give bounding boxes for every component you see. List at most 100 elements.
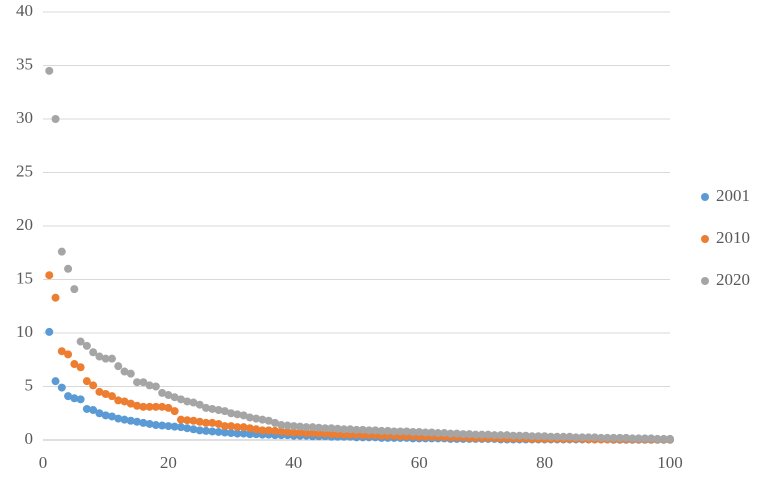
- point: [145, 402, 154, 411]
- point: [239, 429, 248, 438]
- point: [615, 433, 624, 442]
- point: [202, 426, 211, 435]
- point: [546, 432, 555, 441]
- point: [64, 264, 73, 273]
- point: [82, 404, 91, 413]
- point: [371, 426, 380, 435]
- point: [51, 377, 60, 386]
- point: [584, 433, 593, 442]
- legend-label: 2020: [716, 270, 750, 289]
- point: [314, 429, 323, 438]
- point: [590, 433, 599, 442]
- point: [195, 417, 204, 426]
- point: [365, 426, 374, 435]
- point: [502, 431, 511, 440]
- point: [521, 431, 530, 440]
- point: [227, 422, 236, 431]
- point: [70, 285, 79, 294]
- point: [57, 383, 66, 392]
- point: [534, 432, 543, 441]
- point: [308, 429, 317, 438]
- point: [640, 434, 649, 443]
- point: [57, 247, 66, 256]
- point: [220, 407, 229, 416]
- point: [622, 433, 631, 442]
- point: [133, 401, 142, 410]
- point: [107, 392, 116, 401]
- point: [327, 424, 336, 433]
- point: [158, 402, 167, 411]
- point: [126, 399, 135, 408]
- point: [578, 433, 587, 442]
- point: [239, 423, 248, 432]
- point: [446, 429, 455, 438]
- point: [245, 413, 254, 422]
- point: [452, 429, 461, 438]
- point: [89, 348, 98, 357]
- y-tick-label: 25: [16, 161, 33, 180]
- point: [559, 432, 568, 441]
- point: [528, 432, 537, 441]
- legend-marker: [701, 193, 709, 201]
- point: [114, 396, 123, 405]
- point: [289, 422, 298, 431]
- point: [183, 416, 192, 425]
- point: [277, 427, 286, 436]
- point: [95, 409, 104, 418]
- point: [258, 415, 267, 424]
- point: [327, 430, 336, 439]
- x-tick-label: 40: [285, 453, 302, 472]
- point: [70, 360, 79, 369]
- point: [64, 392, 73, 401]
- point: [202, 418, 211, 427]
- point: [264, 426, 273, 435]
- y-tick-label: 15: [16, 268, 33, 287]
- point: [283, 421, 292, 430]
- point: [164, 391, 173, 400]
- point: [233, 423, 242, 432]
- point: [139, 402, 148, 411]
- point: [145, 419, 154, 428]
- x-tick-label: 60: [411, 453, 428, 472]
- x-tick-label: 100: [657, 453, 683, 472]
- point: [208, 418, 217, 427]
- point: [139, 418, 148, 427]
- point: [158, 421, 167, 430]
- point: [170, 407, 179, 416]
- point: [377, 426, 386, 435]
- point: [114, 362, 123, 371]
- point: [164, 403, 173, 412]
- point: [158, 388, 167, 397]
- point: [339, 425, 348, 434]
- point: [490, 431, 499, 440]
- point: [164, 422, 173, 431]
- point: [89, 406, 98, 415]
- point: [239, 411, 248, 420]
- point: [70, 394, 79, 403]
- point: [509, 431, 518, 440]
- point: [553, 432, 562, 441]
- point: [233, 410, 242, 419]
- point: [277, 421, 286, 430]
- x-tick-label: 80: [536, 453, 553, 472]
- point: [565, 432, 574, 441]
- point: [214, 427, 223, 436]
- point: [496, 431, 505, 440]
- point: [120, 367, 129, 376]
- point: [245, 430, 254, 439]
- point: [408, 427, 417, 436]
- point: [296, 422, 305, 431]
- point: [358, 425, 367, 434]
- y-tick-label: 30: [16, 108, 33, 127]
- point: [176, 395, 185, 404]
- y-tick-label: 20: [16, 215, 33, 234]
- point: [471, 430, 480, 439]
- point: [270, 418, 279, 427]
- point: [183, 424, 192, 433]
- point: [609, 433, 618, 442]
- point: [390, 427, 399, 436]
- point: [151, 402, 160, 411]
- point: [653, 434, 662, 443]
- point: [233, 429, 242, 438]
